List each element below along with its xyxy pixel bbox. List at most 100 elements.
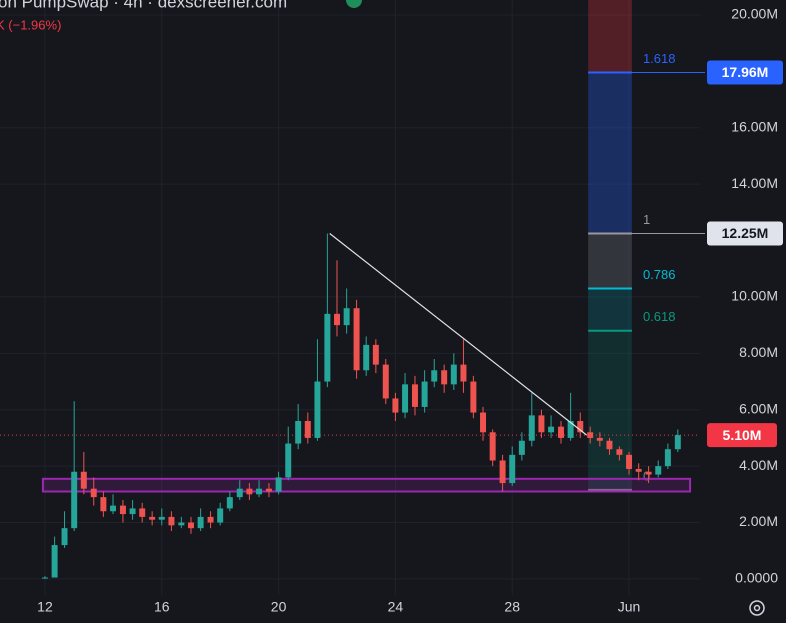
candle-body [596,437,603,441]
candle-body [343,308,350,326]
candle-body [402,384,409,413]
y-tick-label: 4.00M [739,457,778,473]
candle-body [265,488,272,492]
candle-body [334,313,340,326]
candle-body [635,468,642,472]
settings-ring [749,600,765,616]
candle-body [51,545,58,578]
candle-body [256,488,263,495]
candle-body [450,364,457,385]
candle-body [538,415,545,433]
candle-body [528,415,535,441]
fib-zone [588,330,632,490]
price-tag [707,221,783,246]
candle-body [548,426,555,433]
candle-body [71,471,78,529]
support-zone [41,477,692,493]
candle-body [587,432,594,438]
y-tick-label: 2.00M [739,513,778,529]
candle-body [129,508,136,515]
candle-body [119,505,126,515]
candle-body [363,344,370,371]
price-tag-label: 12.25M [722,225,769,241]
x-tick-label: Jun [618,599,641,615]
candle-body [207,516,214,523]
price-tag [707,60,783,85]
candle-body [480,412,487,433]
candle-body [674,435,681,450]
candle-body [577,421,584,433]
y-tick-label: 8.00M [739,344,778,360]
candle-body [246,488,253,495]
candle-body [139,508,146,517]
fib-ratio-label: 0.618 [643,309,676,324]
settings-icon[interactable] [749,600,765,616]
candle-body [411,384,418,407]
header-change: K (−1.96%) [0,17,61,32]
status-dot [346,0,362,8]
x-tick-label: 24 [388,599,404,615]
candle-body [470,381,477,413]
candle-body [606,440,613,450]
candle-body [421,381,428,407]
header-title: on PumpSwap · 4h · dexscreener.com [0,0,287,11]
fib-zone [588,0,632,73]
candle-body [304,421,311,438]
settings-center [753,604,761,612]
y-tick-label: 0.0000 [735,570,778,586]
candle-body [664,449,671,467]
candle-body [655,466,662,475]
candle-body [382,364,389,399]
trend-line [329,233,588,436]
candle-body [217,508,224,523]
fib-ratio-label: 0.786 [643,267,676,282]
y-tick-label: 6.00M [739,400,778,416]
candle-body [61,528,68,546]
candle-body [489,432,496,461]
candle-body [431,370,438,382]
candle-body [41,577,48,579]
candle-body [197,516,204,529]
candle-body [616,449,623,455]
fib-ratio-label: 0 [643,468,650,483]
fib-zone [588,233,632,289]
candle-body [558,426,564,438]
x-tick-label: 20 [271,599,287,615]
candle-body [499,460,506,484]
candle-body [236,488,243,498]
candle-body [353,308,360,371]
candle-body [372,344,379,365]
fib-ratio-label: 1 [643,212,650,227]
candle-body [149,516,156,520]
candle-body [567,421,574,438]
candle-body [626,454,633,469]
y-tick-label: 16.00M [731,118,778,134]
candle-body [441,370,448,385]
candle-body [226,497,233,509]
candle-body [645,471,652,475]
candle-body [80,471,87,489]
x-tick-label: 12 [37,599,53,615]
y-tick-label: 10.00M [731,288,778,304]
candle-body [518,440,525,455]
price-tag [707,423,777,448]
candle-body [188,522,194,529]
candle-body [168,516,175,526]
fib-zone [588,72,632,234]
y-tick-label: 14.00M [731,175,778,191]
candle-body [100,497,107,512]
candle-body [509,454,516,484]
candle-body [110,505,117,512]
fib-zone [588,288,632,331]
candle-body [460,364,467,382]
candle-body [178,522,185,526]
y-tick-label: 20.00M [731,6,778,22]
candle-body [90,488,97,498]
candle-body [392,398,399,413]
candle-body [295,421,302,444]
candle-body [158,516,165,520]
fib-ratio-label: 1.618 [643,51,676,66]
candle-body [324,313,331,382]
